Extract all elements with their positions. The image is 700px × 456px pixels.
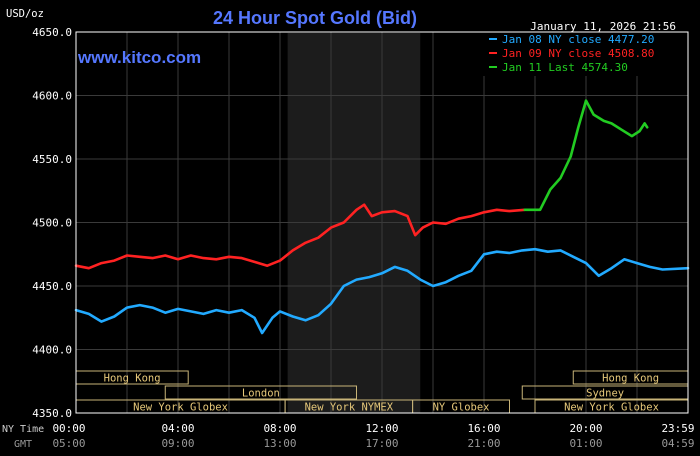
x-tick-ny-label: 04:00 (161, 422, 194, 435)
trading-sessions: Hong Kong Hong Kong London Sydney New York G… (75, 370, 689, 414)
y-tick-label: 4400.0 (32, 344, 72, 357)
y-tick-label: 4650.0 (32, 26, 72, 39)
price-series (74, 99, 690, 335)
session-label: NY Globex (433, 402, 490, 414)
y-tick-label: 4550.0 (32, 153, 72, 166)
session-label: New York Globex (564, 402, 659, 414)
x-tick-ny-label: 00:00 (52, 422, 85, 435)
unit-label: USD/oz (6, 8, 44, 20)
date-label: January 11, 2026 21:56 (530, 20, 676, 33)
x-tick-ny-label: 16:00 (467, 422, 500, 435)
x-tick-ny-label: 12:00 (365, 422, 398, 435)
session-label: London (242, 388, 280, 400)
y-tick-label: 4500.0 (32, 217, 72, 230)
x-tick-gmt-label: 04:59 (661, 437, 694, 450)
x-tick-ny-label: 23:59 (661, 422, 694, 435)
x-tick-gmt-label: 13:00 (263, 437, 296, 450)
legend-box (483, 32, 688, 76)
legend-entry: Jan 11 Last 4574.30 (502, 61, 628, 74)
x-tick-gmt-label: 17:00 (365, 437, 398, 450)
y-axis: 4650.0 4600.0 4550.0 4500.0 4450.0 4400.0 4350… (32, 26, 72, 420)
x-axis: 00:00 05:00 04:00 09:00 08:00 13:00 12:00 17:00… (52, 422, 694, 450)
series-line (74, 203, 527, 270)
y-tick-label: 4600.0 (32, 90, 72, 103)
series-line (74, 247, 690, 335)
x-tick-gmt-label: 01:00 (569, 437, 602, 450)
session-box (164, 385, 357, 400)
session-label: Hong Kong (602, 373, 659, 385)
series-line (523, 99, 649, 212)
session-label: New York Globex (133, 402, 228, 414)
gmt-row-label: GMT (14, 439, 32, 450)
legend-entry: Jan 08 NY close 4477.20 (502, 33, 654, 46)
chart-title: 24 Hour Spot Gold (Bid) (213, 8, 417, 28)
plot-border (75, 31, 689, 414)
ny-time-row-label: NY Time (2, 424, 44, 435)
legend-entry: Jan 09 NY close 4508.80 (502, 47, 654, 60)
y-tick-label: 4450.0 (32, 280, 72, 293)
session-label: Hong Kong (104, 373, 161, 385)
session-label: New York NYMEX (305, 402, 394, 414)
x-tick-ny-label: 08:00 (263, 422, 296, 435)
gridlines (76, 31, 688, 414)
x-tick-gmt-label: 05:00 (52, 437, 85, 450)
x-tick-gmt-label: 21:00 (467, 437, 500, 450)
y-tick-label: 4350.0 (32, 407, 72, 420)
x-tick-gmt-label: 09:00 (161, 437, 194, 450)
x-tick-ny-label: 20:00 (569, 422, 602, 435)
session-label: Sydney (586, 388, 624, 400)
watermark: www.kitco.com (77, 48, 201, 67)
